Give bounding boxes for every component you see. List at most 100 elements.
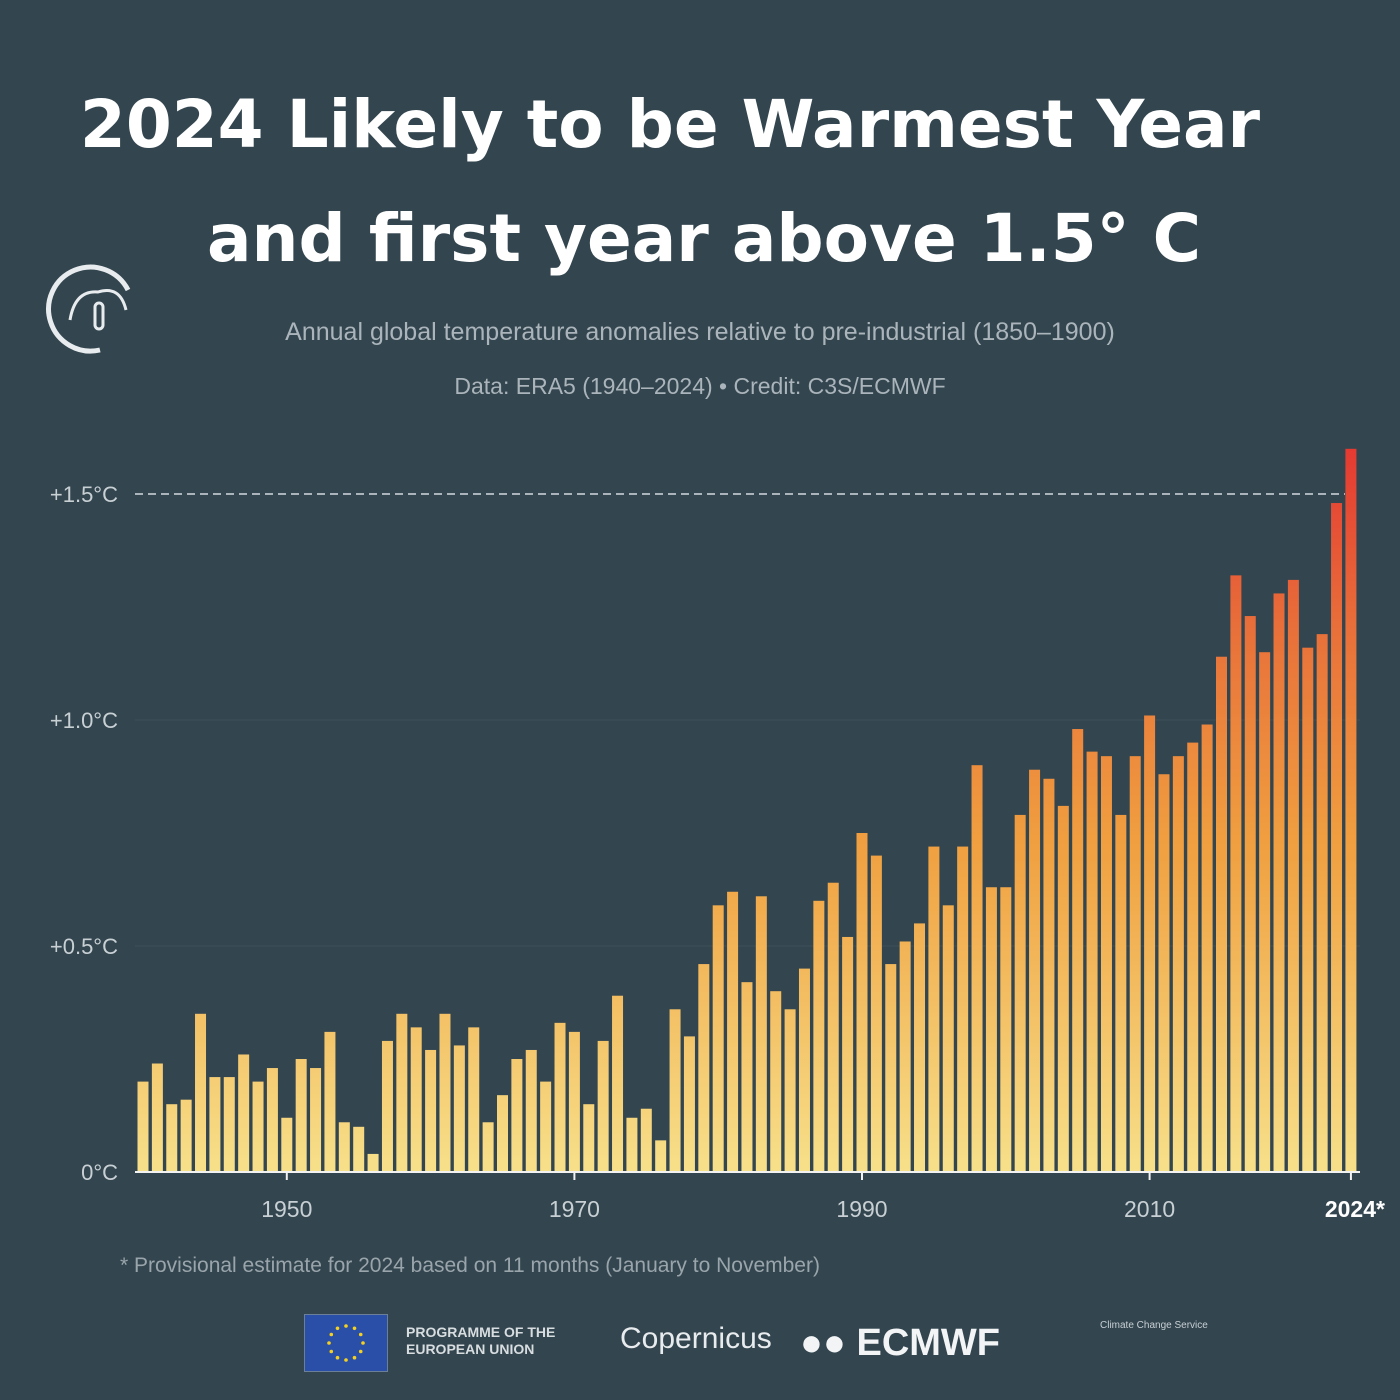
bar-1980	[712, 905, 724, 1172]
bar-1956	[367, 1153, 379, 1172]
bar-1960	[425, 1049, 437, 1172]
x-tick-label: 1950	[261, 1196, 312, 1222]
chart-title-line2: and first year above 1.5° C	[206, 200, 1202, 277]
bar-2013	[1187, 742, 1199, 1172]
copernicus-text: opernicus	[641, 1322, 772, 1355]
bar-1974	[626, 1117, 638, 1172]
bar-1945	[209, 1077, 221, 1172]
eu-star-icon	[329, 1349, 334, 1354]
c3s-text: Climate Change Service	[1100, 1320, 1208, 1331]
bar-2021	[1302, 647, 1314, 1172]
bar-1981	[727, 891, 739, 1172]
bar-2012	[1172, 756, 1184, 1172]
bar-2003	[1043, 778, 1055, 1172]
eu-star-icon	[344, 1358, 348, 1362]
bar-2004	[1057, 805, 1069, 1172]
y-tick-label: +1.0°C	[50, 708, 118, 733]
bar-1943	[180, 1099, 192, 1172]
eu-star-icon	[344, 1324, 348, 1328]
bar-1957	[381, 1040, 393, 1172]
bar-1948	[252, 1081, 264, 1172]
eu-star-icon	[352, 1326, 357, 1331]
bar-1984	[770, 991, 782, 1172]
bar-1958	[396, 1013, 408, 1172]
bar-1950	[281, 1117, 293, 1172]
eu-star-icon	[358, 1332, 363, 1337]
bar-1979	[698, 964, 710, 1172]
y-tick-label: +0.5°C	[50, 934, 118, 959]
bar-1999	[985, 887, 997, 1172]
data-source: Data: ERA5 (1940–2024) • Credit: C3S/ECM…	[454, 373, 946, 399]
bar-1953	[324, 1031, 336, 1172]
eu-flag-icon	[304, 1314, 388, 1372]
bar-2020	[1287, 579, 1299, 1172]
bar-1972	[597, 1040, 609, 1172]
ecmwf-logo: ●● ECMWF	[800, 1322, 1000, 1364]
y-tick-label: +1.5°C	[50, 482, 118, 507]
chart-title-line1: 2024 Likely to be Warmest Year	[79, 86, 1261, 163]
bar-2006	[1086, 751, 1098, 1172]
bar-2016	[1230, 575, 1242, 1172]
bar-1959	[410, 1027, 422, 1172]
bar-1985	[784, 1009, 796, 1172]
bar-1941	[151, 1063, 163, 1172]
bar-1944	[195, 1013, 207, 1172]
c3s-logo-icon	[46, 264, 131, 354]
footnote: * Provisional estimate for 2024 based on…	[120, 1254, 820, 1277]
bar-1942	[166, 1104, 178, 1172]
bar-1976	[655, 1140, 667, 1172]
bar-1982	[741, 982, 753, 1172]
bar-1990	[856, 833, 868, 1172]
bar-2015	[1216, 656, 1227, 1172]
bar-1994	[914, 923, 926, 1172]
bar-1969	[554, 1022, 566, 1172]
bar-1952	[310, 1068, 322, 1172]
bar-1971	[583, 1104, 595, 1172]
bar-1966	[511, 1059, 523, 1172]
chart-subtitle: Annual global temperature anomalies rela…	[285, 318, 1115, 346]
x-tick-label: 1970	[549, 1196, 600, 1222]
bar-1968	[540, 1081, 552, 1172]
copernicus-logo: Copernicus	[620, 1322, 772, 1355]
bar-2005	[1072, 729, 1084, 1172]
bar-2017	[1244, 616, 1256, 1172]
bar-1954	[338, 1122, 350, 1172]
x-tick-label: 1990	[836, 1196, 887, 1222]
bar-2001	[1014, 814, 1026, 1172]
x-tick-label: 2024*	[1325, 1196, 1385, 1222]
bar-1991	[870, 855, 882, 1172]
bar-2007	[1100, 756, 1112, 1172]
bar-2018	[1259, 652, 1271, 1172]
bar-1962	[453, 1045, 465, 1172]
bar-2009	[1129, 756, 1141, 1172]
bar-1955	[353, 1126, 365, 1172]
eu-star-icon	[358, 1349, 363, 1354]
c3s-footer-logo: Climate Change Service	[1100, 1320, 1220, 1332]
bar-2011	[1158, 774, 1170, 1172]
x-tick-label: 2010	[1124, 1196, 1175, 1222]
bar-1965	[497, 1095, 508, 1172]
eu-star-icon	[352, 1355, 357, 1360]
eu-star-icon	[335, 1326, 340, 1331]
bar-2010	[1144, 715, 1156, 1172]
bar-1997	[957, 846, 969, 1172]
bar-1970	[568, 1031, 580, 1172]
eu-star-icon	[329, 1332, 334, 1337]
bar-1993	[899, 941, 911, 1172]
bar-1983	[755, 896, 767, 1172]
bar-1946	[223, 1077, 235, 1172]
bar-1988	[827, 882, 839, 1172]
y-tick-label: 0°C	[81, 1160, 118, 1185]
bar-1961	[439, 1013, 451, 1172]
bar-1940	[137, 1081, 149, 1172]
ecmwf-text: ECMWF	[856, 1322, 1000, 1364]
bar-2019	[1273, 593, 1285, 1172]
bar-2002	[1029, 769, 1041, 1172]
bar-1996	[942, 905, 954, 1172]
bar-2014	[1201, 724, 1213, 1172]
bar-1975	[640, 1108, 652, 1172]
partner-logos: PROGRAMME OF THE EUROPEAN UNION Copernic…	[0, 1312, 1400, 1372]
bar-1949	[266, 1068, 278, 1172]
bar-1947	[238, 1054, 250, 1172]
eu-star-icon	[335, 1355, 340, 1360]
